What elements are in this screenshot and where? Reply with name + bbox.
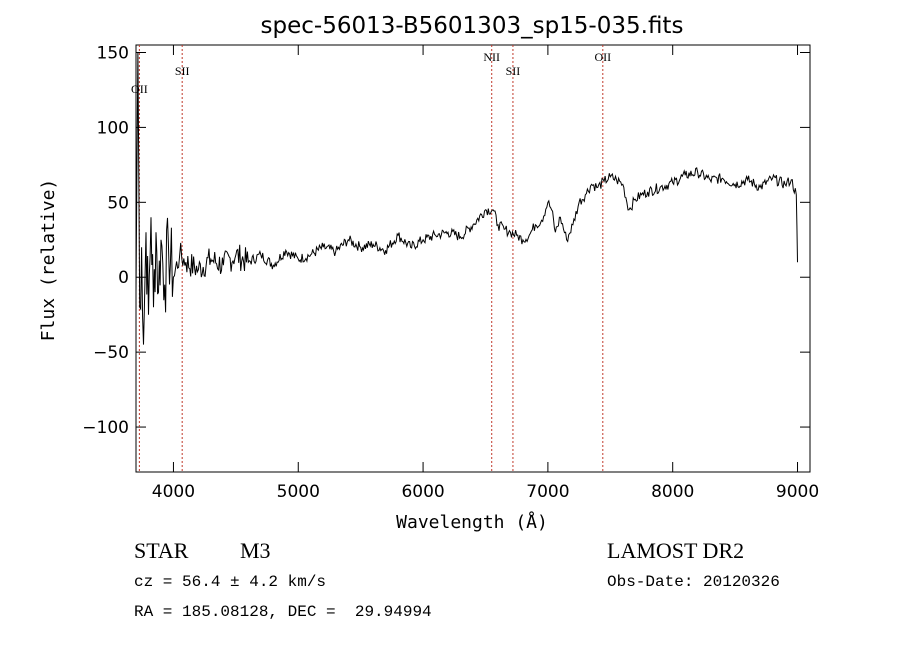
spectrum-line [135, 52, 798, 345]
emission-line-label: OII [131, 82, 148, 96]
plot-frame [135, 44, 811, 473]
x-tick-label: 5000 [277, 482, 320, 502]
emission-line-label: OII [594, 50, 611, 64]
object-subclass: M3 [240, 538, 271, 563]
emission-line-label: SII [175, 64, 190, 78]
emission-line-label: SII [506, 64, 521, 78]
x-axis-label: Wavelength (Å) [396, 511, 548, 533]
x-tick-label: 8000 [651, 482, 694, 502]
y-axis: −100 −50 0 50 100 150 [82, 43, 810, 438]
y-tick-label: −50 [93, 343, 129, 363]
x-axis: 4000 5000 6000 7000 8000 9000 [152, 45, 819, 502]
emission-line-label: NII [483, 50, 500, 64]
chart-title: spec-56013-B5601303_sp15-035.fits [261, 13, 684, 39]
observation-date: Obs-Date: 20120326 [607, 573, 780, 591]
y-tick-label: 50 [107, 193, 129, 213]
y-tick-label: 100 [97, 118, 129, 138]
x-tick-label: 9000 [776, 482, 819, 502]
redshift-velocity: cz = 56.4 ± 4.2 km/s [134, 573, 327, 591]
x-tick-label: 6000 [401, 482, 444, 502]
coordinates: RA = 185.08128, DEC = 29.94994 [134, 603, 432, 621]
y-tick-label: 150 [97, 43, 129, 63]
y-axis-label: Flux (relative) [38, 179, 59, 342]
survey-name: LAMOST DR2 [607, 538, 745, 563]
y-tick-label: −100 [82, 418, 129, 438]
x-tick-label: 7000 [526, 482, 569, 502]
y-tick-label: 0 [118, 268, 129, 288]
emission-line-markers: OII SII NII SII OII [131, 45, 611, 472]
object-type: STAR [134, 538, 189, 563]
x-tick-label: 4000 [152, 482, 195, 502]
